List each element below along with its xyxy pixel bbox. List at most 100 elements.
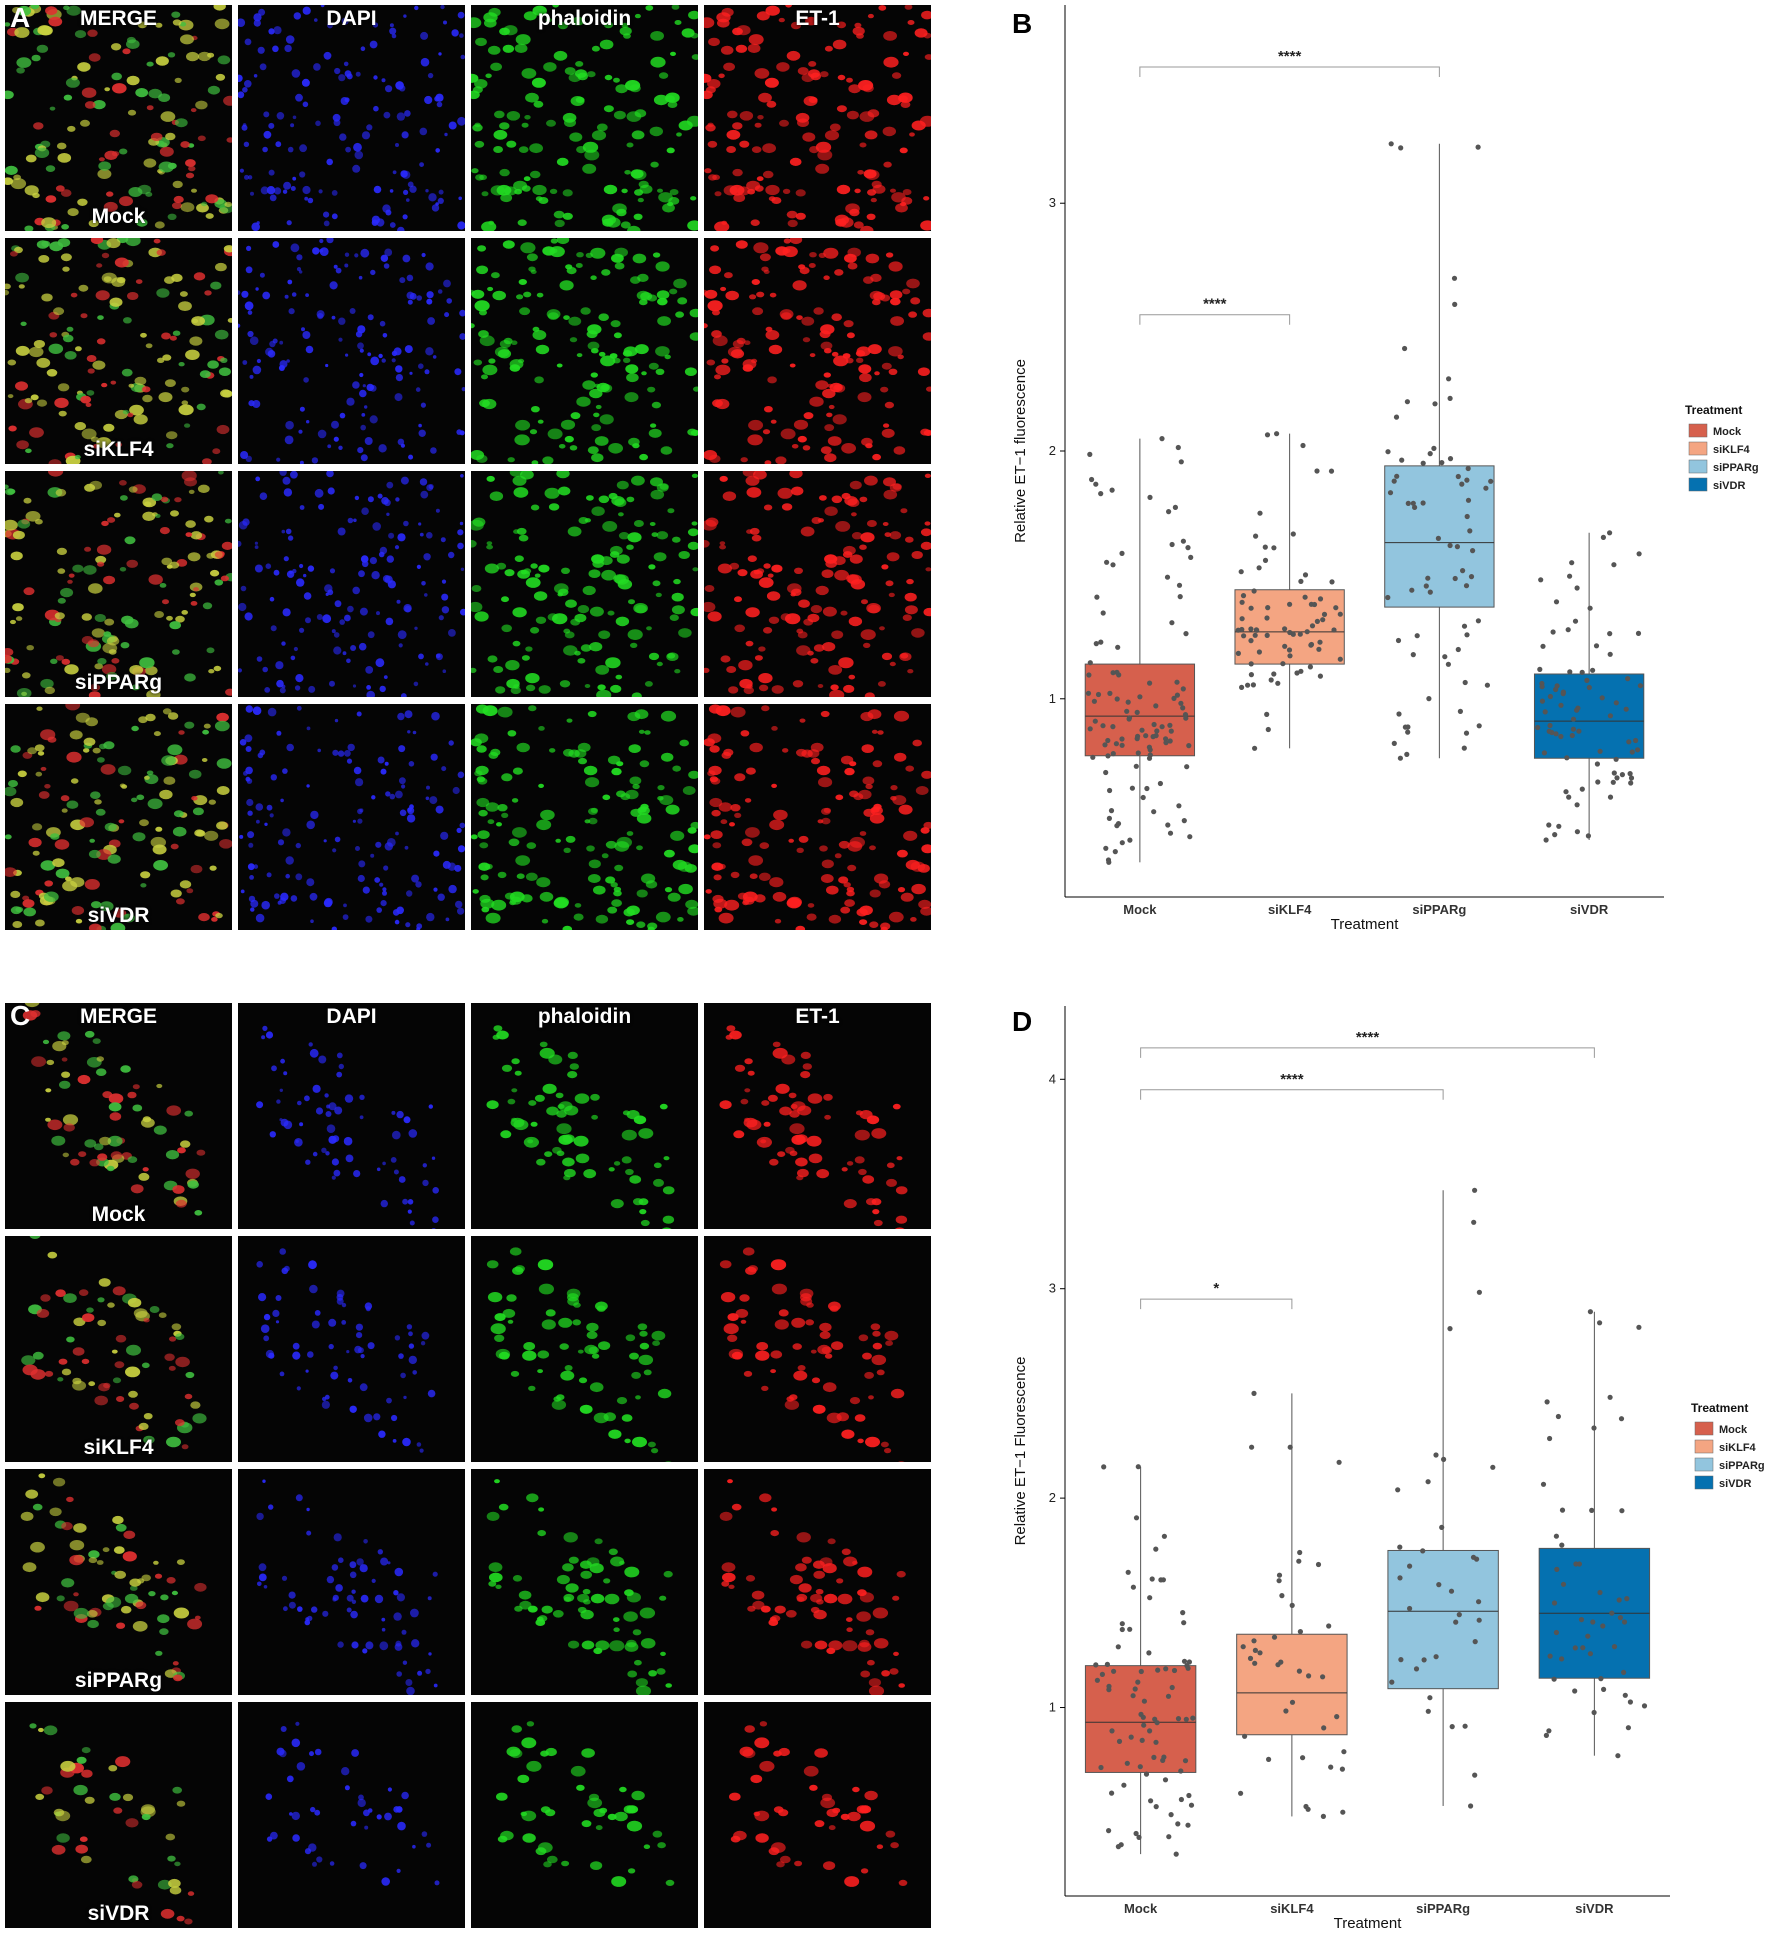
point-siPPARg <box>1464 632 1470 638</box>
point-Mock <box>1116 1738 1123 1744</box>
micrograph-et-1-sipparg <box>704 1469 931 1695</box>
point-siPPARg <box>1447 456 1454 462</box>
point-siPPARg <box>1475 618 1481 624</box>
point-siKLF4 <box>1339 1766 1345 1772</box>
y-tick-label-2: 2 <box>1049 1490 1056 1505</box>
point-siPPARg <box>1472 1639 1478 1645</box>
legend-swatch-Mock <box>1694 1421 1714 1436</box>
point-Mock <box>1181 818 1187 824</box>
point-siVDR <box>1554 683 1560 689</box>
point-siVDR <box>1570 726 1576 732</box>
point-siPPARg <box>1412 504 1418 510</box>
point-Mock <box>1125 1569 1131 1575</box>
point-siVDR <box>1621 1669 1627 1675</box>
point-siKLF4 <box>1340 1809 1346 1815</box>
point-siVDR <box>1559 1507 1566 1513</box>
point-siKLF4 <box>1278 1659 1284 1665</box>
point-siKLF4 <box>1252 1647 1258 1653</box>
point-Mock <box>1119 736 1125 742</box>
x-tick-label-siKLF4: siKLF4 <box>1268 902 1312 917</box>
point-Mock <box>1146 1650 1152 1656</box>
x-tick-label-siVDR: siVDR <box>1575 1901 1614 1916</box>
point-siPPARg <box>1420 1548 1426 1554</box>
micrograph-phaloidin-siklf4 <box>471 238 698 464</box>
point-Mock <box>1137 1764 1143 1770</box>
point-siKLF4 <box>1252 632 1258 638</box>
point-siKLF4 <box>1248 661 1254 667</box>
point-siVDR <box>1576 1561 1582 1567</box>
point-Mock <box>1180 1610 1186 1616</box>
point-Mock <box>1153 1739 1159 1745</box>
micrograph-et-1-mock: ET-1 <box>704 5 931 231</box>
point-siKLF4 <box>1334 1714 1340 1720</box>
point-Mock <box>1163 740 1169 746</box>
point-Mock <box>1140 794 1146 801</box>
point-Mock <box>1086 672 1092 678</box>
point-siPPARg <box>1409 587 1415 593</box>
point-siKLF4 <box>1264 711 1270 718</box>
point-siVDR <box>1622 1692 1628 1698</box>
point-siKLF4 <box>1309 623 1316 629</box>
x-tick-label-siPPARg: siPPARg <box>1416 1901 1470 1916</box>
point-siVDR <box>1559 1656 1565 1662</box>
point-siVDR <box>1585 833 1591 839</box>
point-siKLF4 <box>1264 615 1270 621</box>
point-siVDR <box>1626 739 1632 745</box>
point-siPPARg <box>1470 548 1476 554</box>
point-siKLF4 <box>1320 1674 1326 1680</box>
point-Mock <box>1114 669 1120 675</box>
point-siKLF4 <box>1268 677 1274 683</box>
point-siPPARg <box>1420 460 1426 466</box>
point-Mock <box>1169 541 1175 548</box>
point-siVDR <box>1542 709 1548 715</box>
point-siKLF4 <box>1240 593 1247 599</box>
point-siPPARg <box>1441 1456 1447 1462</box>
point-siVDR <box>1579 786 1585 792</box>
point-siKLF4 <box>1251 588 1257 594</box>
point-siVDR <box>1591 1709 1597 1716</box>
point-Mock <box>1182 1758 1189 1764</box>
micrograph-phaloidin-sivdr <box>471 704 698 930</box>
point-siVDR <box>1551 1600 1558 1606</box>
point-siKLF4 <box>1337 656 1343 662</box>
point-siKLF4 <box>1298 578 1304 585</box>
point-siPPARg <box>1433 1654 1439 1660</box>
point-siVDR <box>1535 724 1541 731</box>
point-siVDR <box>1569 560 1575 566</box>
significance-bracket-1 <box>1139 66 1440 77</box>
point-Mock <box>1114 696 1120 702</box>
point-Mock <box>1133 1830 1139 1837</box>
point-siPPARg <box>1476 723 1482 729</box>
point-siVDR <box>1553 1533 1559 1539</box>
point-Mock <box>1163 736 1169 742</box>
point-siKLF4 <box>1326 1623 1332 1629</box>
point-Mock <box>1160 1577 1166 1583</box>
point-Mock <box>1183 631 1189 637</box>
point-Mock <box>1147 1728 1153 1734</box>
point-siPPARg <box>1476 1289 1482 1295</box>
channel-label-et-1: ET-1 <box>795 1005 840 1028</box>
point-siPPARg <box>1475 144 1481 150</box>
point-siKLF4 <box>1265 605 1271 611</box>
point-siKLF4 <box>1302 594 1308 600</box>
point-siVDR <box>1572 1645 1578 1651</box>
point-siVDR <box>1589 1507 1595 1513</box>
micrograph-dapi-siklf4 <box>238 1236 465 1462</box>
point-siVDR <box>1553 731 1559 737</box>
legend-title: Treatment <box>1685 403 1742 417</box>
point-siKLF4 <box>1257 1650 1263 1656</box>
point-siVDR <box>1624 1596 1630 1602</box>
point-Mock <box>1154 1720 1160 1726</box>
point-siPPARg <box>1455 646 1461 653</box>
point-siVDR <box>1574 585 1580 591</box>
point-siKLF4 <box>1329 579 1335 585</box>
point-siKLF4 <box>1308 642 1314 648</box>
micrograph-et-1-sivdr <box>704 1702 931 1928</box>
point-siKLF4 <box>1252 745 1258 751</box>
point-siVDR <box>1610 779 1616 785</box>
point-siPPARg <box>1467 528 1473 534</box>
point-Mock <box>1157 780 1163 787</box>
point-siKLF4 <box>1289 1602 1295 1608</box>
micrograph-phaloidin-mock: phaloidin <box>471 5 698 231</box>
point-siKLF4 <box>1248 605 1254 611</box>
